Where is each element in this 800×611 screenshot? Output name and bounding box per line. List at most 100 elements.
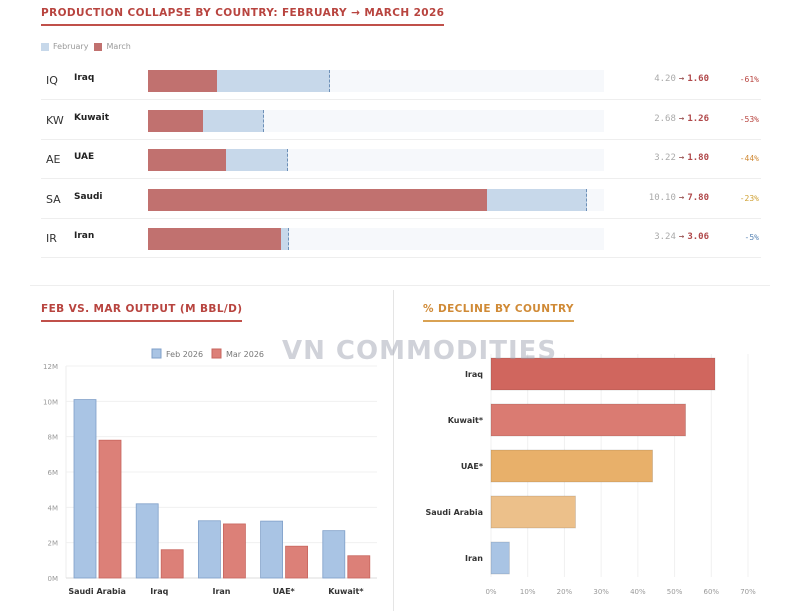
pct-change: -5% xyxy=(744,233,759,242)
x-tick-label: 50% xyxy=(667,588,683,596)
y-tick-label: Iran xyxy=(465,554,483,563)
bar-track xyxy=(148,188,604,211)
decline-bar-2 xyxy=(490,449,653,483)
x-tick-label: Iraq xyxy=(150,587,168,596)
y-tick-label: Saudi Arabia xyxy=(425,508,483,517)
y-tick-label: 6M xyxy=(48,469,59,477)
country-row-kw: KW Kuwait 2.68 → 1.26 -53% xyxy=(41,101,761,140)
mar-value: 1.60 xyxy=(687,74,709,84)
bar-feb-3 xyxy=(260,520,284,579)
arrow: → xyxy=(678,232,685,242)
mar-value: 1.80 xyxy=(687,153,709,163)
output-bar-chart: 0M 2M 4M 6M 8M 10M 12M Saudi Arabia Iraq Iran UAE*… xyxy=(43,348,377,596)
x-tick-label: 20% xyxy=(557,588,573,596)
country-row-sa: SA Saudi 10.10 → 7.80 -23% xyxy=(41,180,761,219)
legend-february: February xyxy=(41,42,88,51)
output-chart-title: FEB VS. MAR OUTPUT (M BBL/D) xyxy=(41,303,243,322)
country-row-ae: AE UAE 3.22 → 1.80 -44% xyxy=(41,140,761,179)
legend-label: Mar 2026 xyxy=(226,350,264,359)
bar-track xyxy=(148,228,604,250)
march-bar xyxy=(148,228,281,250)
bar-track xyxy=(148,70,604,92)
decline-bar-0 xyxy=(490,357,716,391)
pct-change: -23% xyxy=(739,193,759,203)
feb-value: 3.22 xyxy=(654,153,676,163)
country-name: Kuwait xyxy=(74,112,109,123)
country-row-ir: IR Iran 3.24 → 3.06 -5% xyxy=(41,219,761,258)
feb-value: 3.24 xyxy=(654,232,676,242)
bar-mar-3 xyxy=(285,545,309,579)
country-code: AE xyxy=(46,153,61,166)
feb-value: 2.68 xyxy=(654,113,676,124)
value-change: 3.24 → 3.06 xyxy=(654,232,709,242)
production-collapse-title: PRODUCTION COLLAPSE BY COUNTRY: FEBRUARY… xyxy=(41,7,445,26)
country-row-iq: IQ Iraq 4.20 → 1.60 -61% xyxy=(41,61,761,100)
x-tick-label: Iran xyxy=(212,587,230,596)
bar-feb-0 xyxy=(73,399,97,579)
x-tick-label: Kuwait* xyxy=(328,587,364,596)
bar-feb-2 xyxy=(197,520,221,579)
top-legend: February March xyxy=(41,42,131,51)
decline-bar-chart: 0% 10% 20% 30% 40% 50% 60% 70% Iraq Kuwait* UAE* Sa… xyxy=(425,354,756,596)
feb-value: 10.10 xyxy=(648,192,676,203)
x-tick-label: 0% xyxy=(485,588,496,596)
value-change: 10.10 → 7.80 xyxy=(649,193,709,203)
x-tick-label: 30% xyxy=(593,588,609,596)
mar-value: 7.80 xyxy=(687,192,709,203)
bar-feb-1 xyxy=(135,503,159,579)
legend-february-label: February xyxy=(53,42,89,51)
y-tick-label: 4M xyxy=(48,504,59,512)
y-tick-label: 10M xyxy=(43,398,58,406)
march-bar xyxy=(148,109,203,132)
y-tick-label: UAE* xyxy=(461,462,484,471)
country-name: UAE xyxy=(74,152,95,162)
pct-change: -53% xyxy=(739,114,759,124)
country-name: Saudi xyxy=(74,191,103,202)
y-tick-label: Kuwait* xyxy=(448,416,484,425)
legend-swatch xyxy=(211,348,222,359)
pct-change: -61% xyxy=(739,75,759,84)
country-name: Iraq xyxy=(74,73,95,83)
legend-label: Feb 2026 xyxy=(166,350,203,359)
mar-value: 3.06 xyxy=(687,232,709,242)
value-change: 3.22 → 1.80 xyxy=(654,153,709,163)
decline-bar-1 xyxy=(490,403,686,437)
march-bar xyxy=(148,149,227,171)
arrow: → xyxy=(678,153,685,163)
arrow: → xyxy=(678,74,685,84)
legend-swatch xyxy=(151,348,162,359)
decline-bar-4 xyxy=(490,541,510,575)
x-tick-label: Saudi Arabia xyxy=(68,587,126,596)
x-tick-label: 10% xyxy=(520,588,536,596)
legend-march: March xyxy=(94,42,131,51)
country-name: Iran xyxy=(74,231,95,241)
feb-value: 4.20 xyxy=(654,74,676,84)
bar-track xyxy=(148,109,604,132)
x-tick-label: UAE* xyxy=(273,587,296,596)
value-change: 2.68 → 1.26 xyxy=(654,114,709,124)
section-divider xyxy=(30,285,770,286)
bar-mar-1 xyxy=(160,549,184,579)
y-tick-label: 12M xyxy=(43,363,58,371)
pct-change: -44% xyxy=(739,154,759,163)
bar-track xyxy=(148,149,604,171)
y-tick-label: 8M xyxy=(48,434,59,442)
mar-value: 1.26 xyxy=(687,113,709,124)
legend-march-label: March xyxy=(106,42,131,51)
y-tick-label: 2M xyxy=(48,540,59,548)
x-tick-label: 60% xyxy=(704,588,720,596)
march-bar xyxy=(148,70,218,92)
bar-mar-4 xyxy=(347,555,371,579)
column-divider xyxy=(393,290,394,611)
value-change: 4.20 → 1.60 xyxy=(654,74,709,84)
country-code: IR xyxy=(46,232,57,245)
x-tick-label: 40% xyxy=(630,588,646,596)
march-bar xyxy=(148,188,487,211)
arrow: → xyxy=(678,192,685,203)
bar-mar-0 xyxy=(98,439,122,579)
bar-feb-4 xyxy=(322,530,346,579)
arrow: → xyxy=(678,113,685,124)
y-tick-label: Iraq xyxy=(465,370,483,379)
y-tick-label: 0M xyxy=(48,575,59,583)
bar-mar-2 xyxy=(222,523,246,579)
